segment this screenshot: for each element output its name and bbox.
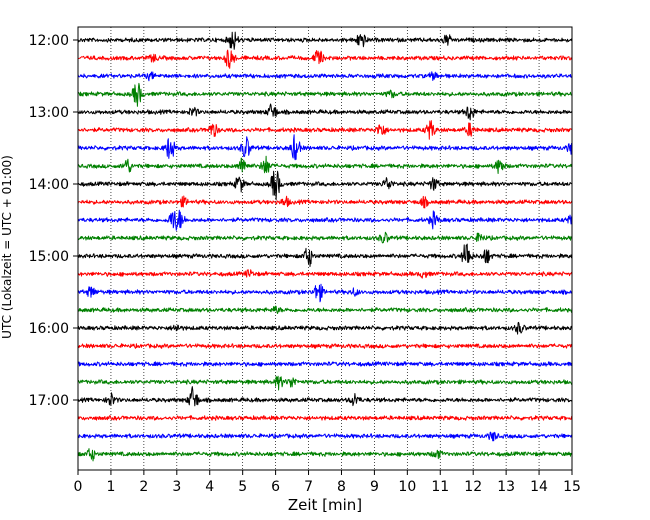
trace-1400: [77, 170, 573, 201]
plot-background: [78, 27, 572, 470]
trace-1330: [77, 134, 573, 161]
trace-1230: [77, 71, 573, 82]
trace-1445: [77, 231, 573, 244]
y-axis: 12:00 13:00 14:00 15:00 16:00 17:00: [29, 33, 78, 409]
x-tick-label: 5: [238, 479, 247, 495]
trace-1415: [77, 195, 573, 209]
x-tick-label: 15: [563, 479, 581, 495]
trace-1430: [78, 209, 573, 231]
y-tick-label: 16:00: [29, 321, 69, 337]
trace-1515: [77, 269, 573, 279]
plot-frame: [77, 26, 573, 471]
trace-1615: [77, 343, 573, 349]
trace-1700: [77, 386, 573, 407]
trace-1645: [77, 375, 573, 391]
x-tick-label: 8: [337, 479, 346, 495]
x-tick-label: 11: [431, 479, 449, 495]
trace-1630: [77, 361, 573, 367]
trace-group: [77, 31, 573, 462]
trace-1745: [77, 448, 573, 462]
y-tick-label: 12:00: [29, 33, 69, 49]
trace-1530: [77, 283, 573, 303]
x-tick-label: 12: [464, 479, 482, 495]
x-tick-label: 9: [370, 479, 379, 495]
trace-1215: [77, 49, 573, 69]
x-tick-label: 3: [172, 479, 181, 495]
trace-1715: [77, 415, 573, 421]
x-tick-label: 6: [271, 479, 280, 495]
trace-1315: [77, 120, 573, 140]
x-tick-label: 4: [205, 479, 214, 495]
x-tick-label: 7: [304, 479, 313, 495]
trace-1345: [77, 155, 573, 174]
x-tick-label: 14: [530, 479, 548, 495]
x-tick-label: 0: [74, 479, 83, 495]
y-tick-label: 13:00: [29, 105, 69, 121]
y-tick-label: 15:00: [29, 249, 69, 265]
trace-1245: [77, 82, 573, 107]
trace-1730: [77, 431, 573, 442]
trace-1600: [77, 321, 573, 335]
trace-1300: [77, 103, 573, 121]
trace-1500: [77, 243, 573, 267]
y-tick-label: 17:00: [29, 393, 69, 409]
y-axis-label: UTC (Lokalzeit = UTC + 01:00): [0, 155, 14, 339]
x-tick-label: 2: [139, 479, 148, 495]
y-tick-label: 14:00: [29, 177, 69, 193]
trace-1200: [77, 31, 573, 50]
x-tick-label: 13: [497, 479, 515, 495]
trace-1545: [77, 305, 573, 314]
x-tick-label: 1: [106, 479, 115, 495]
x-tick-label: 10: [398, 479, 416, 495]
x-axis: 0 1 2 3 4 5 6 7 8 9 10 11 12 13 14 15: [74, 470, 581, 495]
x-axis-label: Zeit [min]: [288, 496, 362, 514]
